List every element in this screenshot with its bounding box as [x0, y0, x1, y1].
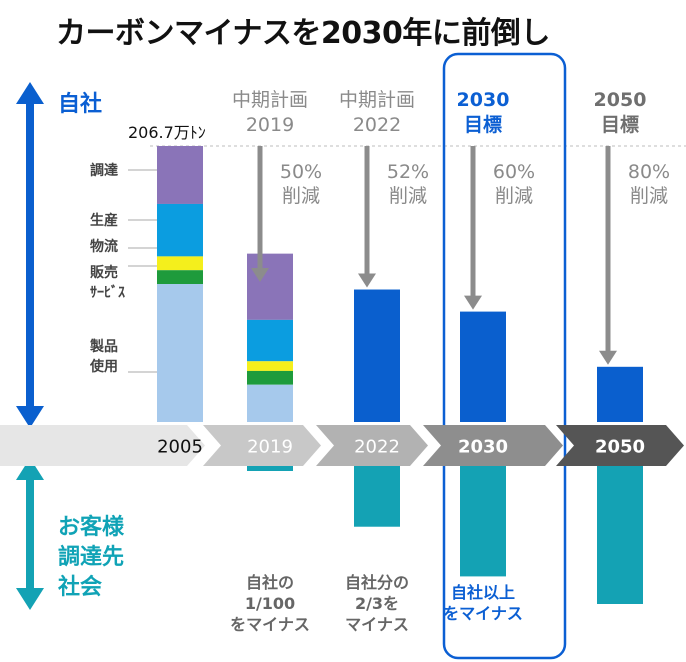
category-label: 製品 使用	[90, 337, 118, 377]
column-header: 2030 目標	[423, 88, 543, 138]
reduction-label: 50% 削減	[266, 160, 336, 208]
category-label: 物流	[90, 237, 118, 257]
category-label: 販売 ｻｰﾋﾞｽ	[90, 263, 125, 303]
customer-note: 自社以上 をマイナス	[413, 582, 553, 624]
column-header-line: 2030	[456, 89, 510, 111]
category-label-line: 製品	[90, 339, 118, 355]
customer-label-line: 社会	[58, 575, 103, 600]
customer-note: 自社分の 2/3をマイナス	[307, 572, 447, 635]
reduction-arrow-head	[251, 268, 269, 282]
category-label: 調達	[90, 161, 118, 181]
reduction-label-line: 60%	[492, 161, 536, 183]
customer-note-line: 1/100	[244, 594, 296, 613]
own-emissions-bar	[460, 311, 506, 422]
own-company-label: 自社	[58, 92, 103, 117]
reduction-arrow-head	[358, 273, 376, 288]
customer-note-line: をマイナス	[230, 615, 310, 634]
customer-note-line: マイナス	[345, 615, 409, 634]
customer-note-line: 2/3を	[354, 594, 400, 613]
category-label-line: 物流	[90, 239, 118, 255]
reduction-label-line: 削減	[281, 185, 320, 207]
timeline-year-label: 2030	[458, 437, 508, 458]
customer-contribution-bar	[247, 466, 293, 471]
category-label-line: 販売	[90, 265, 118, 281]
column-header: 2050 目標	[560, 88, 680, 138]
bar-2019-segment	[247, 384, 293, 422]
reduction-arrow-head	[464, 295, 482, 310]
customer-note: 自社の 1/100 をマイナス	[200, 572, 340, 635]
column-header: 中期計画 2019	[210, 88, 330, 138]
reduction-label-line: 50%	[279, 161, 323, 183]
customer-contribution-bar	[597, 466, 643, 604]
bar-2005-segment	[157, 284, 203, 422]
bar-2019-segment	[247, 319, 293, 362]
bar-2019-segment	[247, 370, 293, 385]
reduction-label: 80% 削減	[614, 160, 684, 208]
timeline-chevron	[0, 425, 205, 466]
column-header-line: 中期計画	[231, 89, 308, 111]
column-header-line: 2019	[245, 114, 295, 136]
own-emissions-bar	[597, 366, 643, 422]
own-emissions-bar	[354, 289, 400, 422]
customer-label-line: お客様	[58, 515, 125, 540]
category-label-line: 調達	[90, 163, 118, 179]
customer-label: お客様 調達先 社会	[58, 513, 124, 603]
category-label-line: ｻｰﾋﾞｽ	[90, 285, 125, 301]
customer-note-line: 自社分の	[344, 573, 409, 592]
timeline-year-label: 2050	[595, 437, 645, 458]
timeline-chevron	[316, 425, 428, 466]
timeline-chevron	[203, 425, 321, 466]
category-label: 生産	[90, 211, 118, 231]
timeline-year-label: 2005	[157, 437, 203, 458]
reduction-label: 52% 削減	[373, 160, 443, 208]
own-scope-arrow-head-down	[16, 406, 44, 428]
column-header-line: 2022	[352, 114, 402, 136]
bar-2005-segment	[157, 270, 203, 284]
column-header-line: 目標	[600, 114, 639, 136]
column-header: 中期計画 2022	[317, 88, 437, 138]
reduction-label-line: 52%	[386, 161, 430, 183]
customer-scope-arrow-head-up	[16, 458, 44, 480]
customer-label-line: 調達先	[58, 545, 125, 570]
page-title: カーボンマイナスを2030年に前倒し	[56, 16, 550, 51]
highlight-2030-frame	[442, 52, 567, 660]
reduction-label-line: 削減	[388, 185, 427, 207]
reduction-label-line: 削減	[494, 185, 533, 207]
reduction-label-line: 削減	[629, 185, 668, 207]
customer-contribution-bar	[460, 466, 506, 577]
column-header-line: 2050	[593, 89, 647, 111]
column-header-line: 中期計画	[338, 89, 415, 111]
column-header-line: 目標	[463, 114, 502, 136]
customer-note-line: 自社以上	[450, 583, 515, 602]
bar-2019-segment	[247, 253, 293, 320]
timeline-chevron	[556, 425, 684, 466]
reduction-label-line: 80%	[627, 161, 671, 183]
reduction-arrow-head	[599, 350, 617, 365]
timeline-year-label: 2019	[247, 437, 293, 458]
reduction-label: 60% 削減	[479, 160, 549, 208]
customer-contribution-bar	[354, 466, 400, 527]
customer-scope-arrow-head-down	[16, 588, 44, 610]
bar-2019-segment	[247, 361, 293, 371]
bar-2005-segment	[157, 146, 203, 204]
customer-note-line: をマイナス	[443, 604, 523, 623]
timeline-year-label: 2022	[354, 437, 400, 458]
own-scope-arrow-head-up	[16, 82, 44, 104]
timeline-chevron	[423, 425, 563, 466]
category-label-line: 使用	[90, 359, 118, 375]
bar-2005-segment	[157, 203, 203, 257]
category-label-line: 生産	[90, 213, 118, 229]
base-value-label: 206.7万ﾄﾝ	[128, 123, 206, 142]
customer-note-line: 自社の	[245, 573, 294, 592]
bar-2005-segment	[157, 256, 203, 271]
